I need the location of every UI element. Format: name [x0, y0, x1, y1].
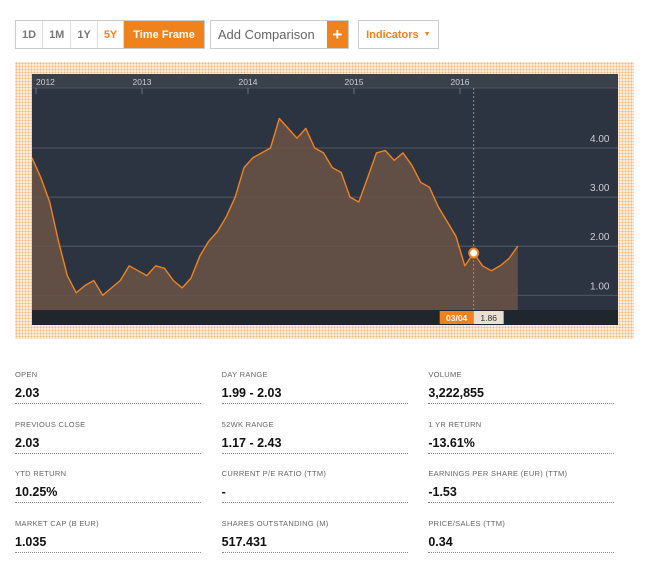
- stat-label: OPEN: [15, 370, 38, 379]
- stat-cell: 52WK RANGE 1.17 - 2.43: [221, 419, 429, 470]
- stat-box: PRICE/SALES (TTM) 0.34: [428, 518, 615, 553]
- series-line: [32, 117, 519, 296]
- time-frame-button[interactable]: Time Frame: [124, 21, 204, 48]
- stat-cell: VOLUME 3,222,855: [428, 370, 635, 420]
- key-stats-grid: OPEN 2.03 DAY RANGE 1.99 - 2.03 VOLUME 3,222,…: [15, 370, 635, 565]
- stat-value: -13.61%: [428, 435, 475, 450]
- x-axis-band: [32, 74, 618, 88]
- add-comparison-control: Add Comparison +: [209, 20, 349, 49]
- x-tick-label: 2015: [345, 77, 364, 87]
- stat-box: 52WK RANGE 1.17 - 2.43: [221, 419, 408, 454]
- indicators-label: Indicators: [366, 28, 419, 41]
- indicators-dropdown[interactable]: Indicators ▼: [357, 20, 439, 49]
- stat-cell: YTD RETURN 10.25%: [15, 469, 222, 519]
- stat-cell: SHARES OUTSTANDING (M) 517.431: [221, 518, 429, 565]
- chart-toolbar: 1D 1M 1Y 5Y Time Frame Add Comparison + …: [15, 20, 439, 49]
- stat-box: 1 YR RETURN -13.61%: [428, 419, 615, 454]
- stat-value: 2.03: [15, 386, 40, 400]
- crosshair-value-label: 1.86: [480, 313, 497, 323]
- stat-label: MARKET CAP (B EUR): [15, 518, 99, 528]
- stat-box: EARNINGS PER SHARE (EUR) (TTM) -1.53: [428, 469, 615, 503]
- stat-label: VOLUME: [428, 370, 462, 379]
- stat-cell: CURRENT P/E RATIO (TTM) -: [221, 469, 429, 519]
- stat-cell: 1 YR RETURN -13.61%: [428, 420, 635, 470]
- stat-label: PREVIOUS CLOSE: [15, 419, 86, 429]
- range-1m-button[interactable]: 1M: [43, 21, 72, 48]
- stat-cell: DAY RANGE 1.99 - 2.03: [221, 370, 429, 420]
- stat-cell: MARKET CAP (B EUR) 1.035: [15, 519, 222, 565]
- stat-box: YTD RETURN 10.25%: [15, 469, 201, 503]
- crosshair-value-box: [473, 311, 504, 324]
- stat-value: -1.53: [428, 485, 457, 499]
- crosshair-date-box: [439, 311, 474, 324]
- stat-value: 3,222,855: [428, 386, 484, 400]
- add-comparison-input[interactable]: Add Comparison: [217, 27, 315, 42]
- stat-box: OPEN 2.03: [15, 370, 201, 404]
- stats-row: OPEN 2.03 DAY RANGE 1.99 - 2.03 VOLUME 3,222,…: [15, 370, 635, 420]
- y-tick-label: 1.00: [590, 281, 610, 292]
- stat-label: PRICE/SALES (TTM): [428, 518, 506, 528]
- stat-label: DAY RANGE: [221, 370, 268, 379]
- stat-box: PREVIOUS CLOSE 2.03: [15, 420, 201, 454]
- stat-label: 52WK RANGE: [221, 419, 274, 429]
- stat-value: 1.035: [15, 534, 47, 549]
- stat-cell: PREVIOUS CLOSE 2.03: [15, 420, 222, 470]
- y-tick-label: 2.00: [590, 232, 610, 243]
- stat-cell: OPEN 2.03: [15, 370, 222, 420]
- range-1d-button[interactable]: 1D: [16, 21, 44, 48]
- stats-row: YTD RETURN 10.25% CURRENT P/E RATIO (TTM) -…: [15, 469, 635, 519]
- stat-label: EARNINGS PER SHARE (EUR) (TTM): [428, 469, 568, 478]
- stat-cell: EARNINGS PER SHARE (EUR) (TTM) -1.53: [428, 469, 635, 519]
- stat-label: YTD RETURN: [15, 469, 67, 478]
- x-tick-label: 2016: [451, 77, 470, 87]
- add-comparison-plus-button[interactable]: +: [326, 21, 348, 48]
- stat-value: 0.34: [428, 534, 453, 549]
- footer-band: [32, 310, 618, 325]
- x-tick-label: 2013: [133, 77, 152, 87]
- stats-row: PREVIOUS CLOSE 2.03 52WK RANGE 1.17 - 2.43 1…: [15, 420, 635, 470]
- stat-value: 1.99 - 2.03: [221, 386, 282, 400]
- stat-box: VOLUME 3,222,855: [428, 370, 615, 404]
- y-tick-label: 3.00: [590, 183, 610, 194]
- stat-value: 10.25%: [15, 485, 58, 499]
- range-1y-button[interactable]: 1Y: [71, 21, 98, 48]
- crosshair-date-label: 03/04: [446, 313, 468, 323]
- stat-value: 2.03: [15, 435, 40, 450]
- range-selector: 1D 1M 1Y 5Y Time Frame: [15, 20, 205, 49]
- x-tick-label: 2012: [36, 77, 55, 87]
- stat-box: DAY RANGE 1.99 - 2.03: [221, 370, 408, 404]
- stat-box: SHARES OUTSTANDING (M) 517.431: [221, 518, 408, 553]
- y-tick-label: 4.00: [590, 134, 610, 145]
- series-area: [32, 118, 518, 310]
- stat-cell: PRICE/SALES (TTM) 0.34: [428, 519, 635, 565]
- stat-box: CURRENT P/E RATIO (TTM) -: [221, 469, 408, 503]
- crosshair-point: [468, 247, 480, 259]
- chevron-down-icon: ▼: [423, 31, 431, 38]
- stat-label: CURRENT P/E RATIO (TTM): [221, 469, 327, 478]
- price-chart[interactable]: 1.00 2.00 3.00 4.00 2012 2013 2014 2015 2016 03/0…: [32, 74, 618, 325]
- stats-row: MARKET CAP (B EUR) 1.035 SHARES OUTSTANDIN…: [15, 519, 635, 565]
- stat-label: SHARES OUTSTANDING (M): [221, 518, 329, 528]
- stat-label: 1 YR RETURN: [428, 419, 482, 429]
- stat-value: 1.17 - 2.43: [221, 435, 282, 450]
- x-tick-label: 2014: [239, 77, 258, 87]
- stat-value: 517.431: [221, 534, 267, 549]
- stat-value: -: [221, 485, 226, 499]
- range-5y-button[interactable]: 5Y: [98, 21, 125, 48]
- stat-box: MARKET CAP (B EUR) 1.035: [15, 519, 201, 553]
